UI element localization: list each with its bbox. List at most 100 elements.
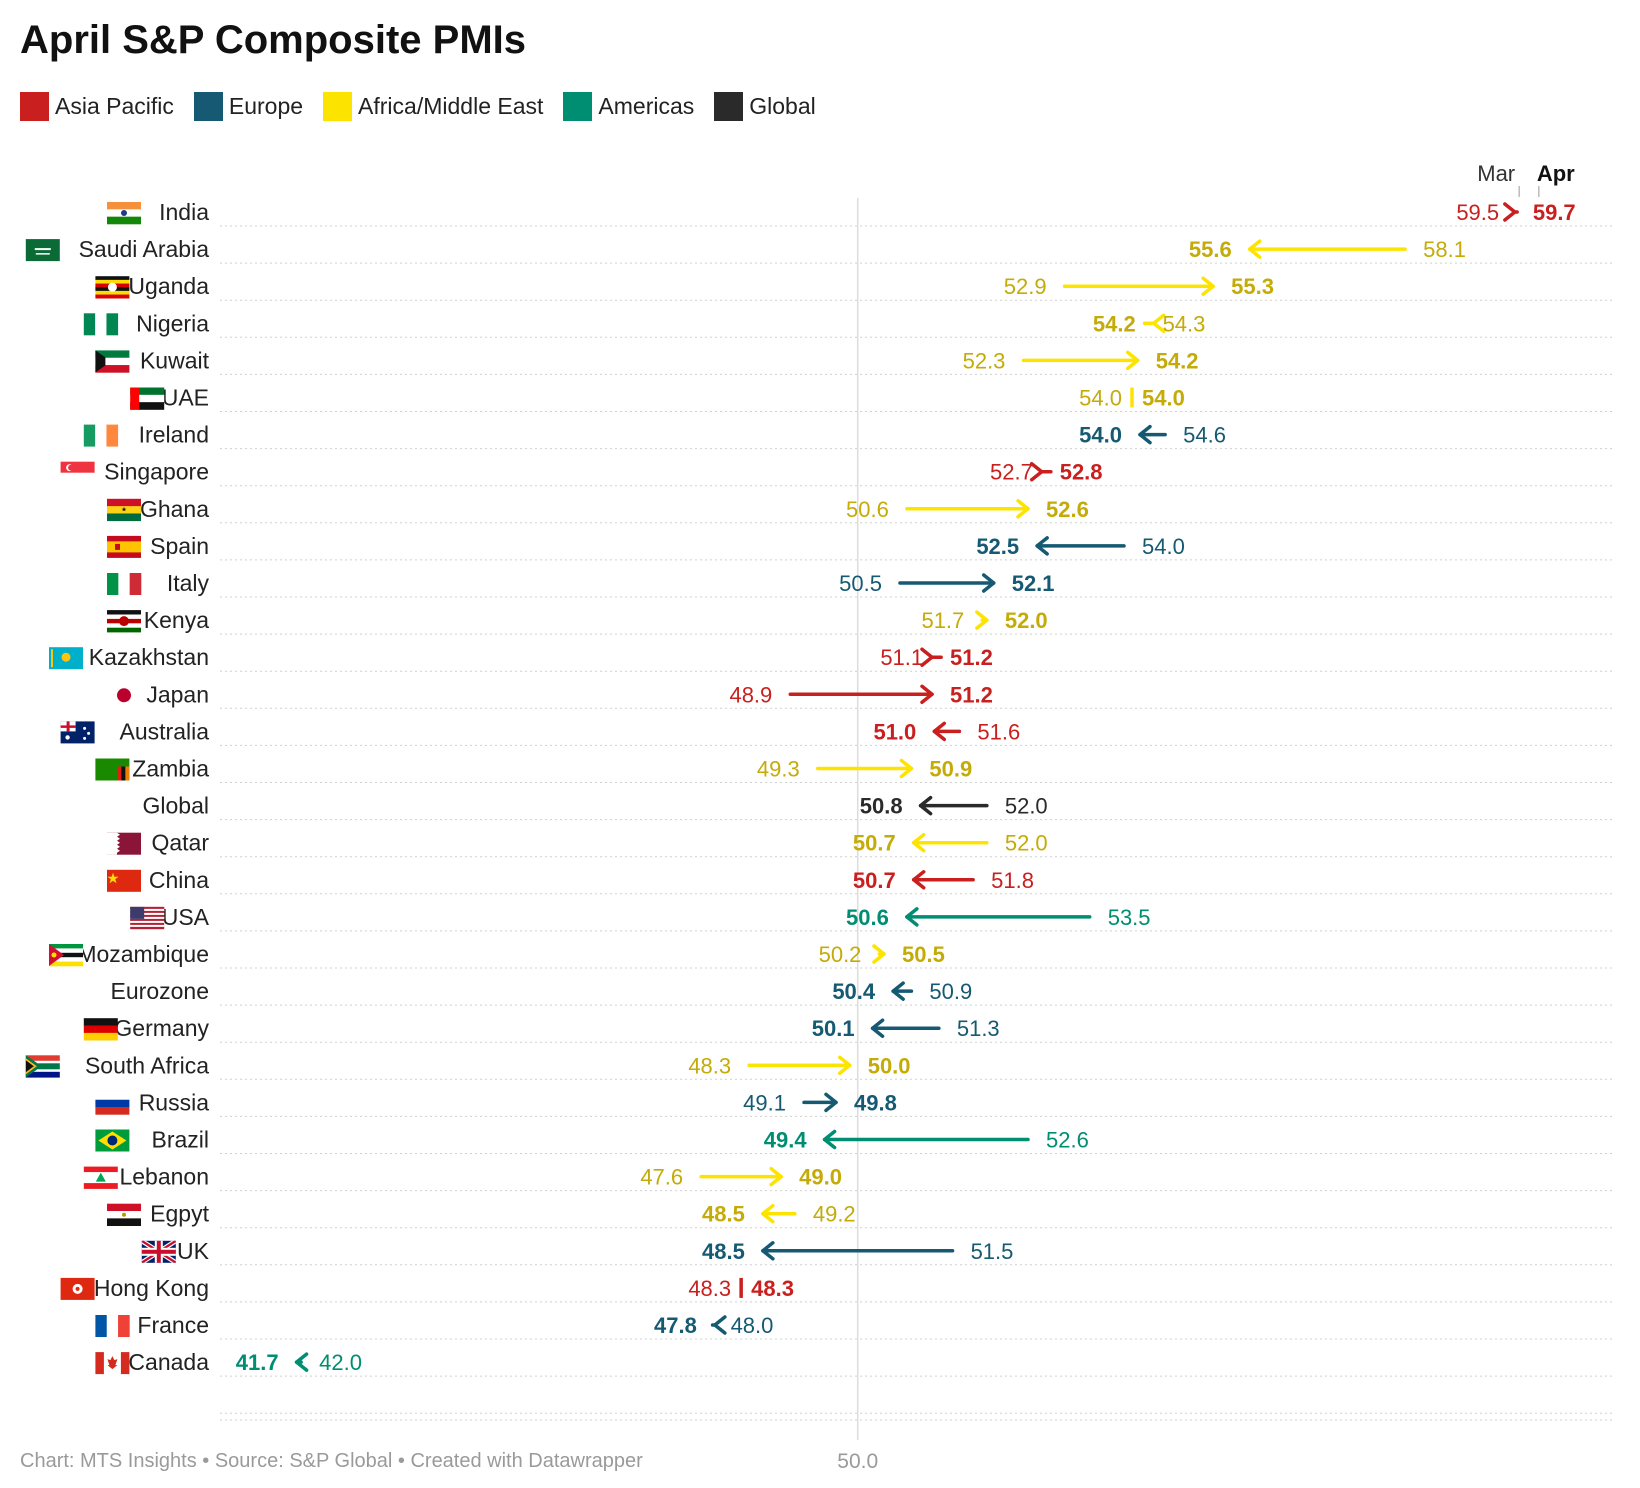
country-label: Saudi Arabia [79,236,210,262]
change-arrow-head [975,610,989,630]
mar-value-label: 53.5 [1108,905,1151,930]
country-label: South Africa [85,1052,209,1078]
change-arrow-head [1035,536,1049,556]
kazakhstan-flag [49,647,83,670]
header-to-label: Apr [1537,161,1575,186]
egypt-flag [107,1203,141,1226]
change-arrow-head [918,795,933,816]
country-label: Eurozone [111,978,209,1004]
country-label: Canada [128,1349,209,1375]
chart-title: April S&P Composite PMIs [20,18,527,62]
change-arrow-head [1016,499,1030,519]
mozambique-flag [49,944,83,967]
legend-item: Africa/Middle East [323,92,543,121]
mar-value-label: 51.5 [971,1239,1014,1264]
mar-value-label: 49.1 [743,1090,786,1115]
apr-value-label: 50.8 [860,794,903,819]
country-label: France [137,1312,209,1338]
change-arrow-head [1247,239,1262,259]
mar-value-label: 51.3 [957,1016,1000,1041]
zambia-flag [95,758,130,781]
change-arrow-head [1138,424,1152,445]
legend-label: Global [749,93,816,119]
apr-value-label: 51.2 [950,682,993,707]
france-flag [95,1315,130,1337]
mar-value-label: 50.6 [846,497,889,522]
apr-value-label: 49.8 [854,1090,897,1115]
change-arrow-head [899,758,914,779]
mar-value-label: 48.3 [688,1276,731,1301]
russia-flag [95,1092,130,1115]
change-arrow-head [920,647,934,667]
apr-value-label: 54.2 [1093,311,1136,336]
change-arrow-head [981,573,996,593]
legend-label: Africa/Middle East [358,93,544,119]
nigeria-flag [83,313,119,336]
mar-value-label: 52.3 [963,348,1006,373]
usa-flag [130,906,165,930]
mar-value-label: 59.5 [1456,200,1499,225]
kenya-flag [107,610,141,633]
canada-flag [95,1352,130,1375]
country-label: Uganda [128,273,209,299]
country-label: Kenya [144,607,209,633]
change-arrow-head [761,1203,775,1224]
mar-value-label: 54.3 [1163,311,1206,336]
country-label: Singapore [104,459,209,485]
change-arrow-head [769,1166,783,1187]
apr-value-label: 52.0 [1005,608,1048,633]
change-arrow-head [1503,202,1517,222]
legend-label: Asia Pacific [55,93,174,119]
apr-value-label: 51.0 [873,719,916,744]
country-label: Spain [150,533,209,559]
country-label: Nigeria [136,310,209,336]
apr-value-label: 50.7 [853,868,896,893]
country-label: Global [143,793,209,819]
apr-value-label: 48.5 [702,1239,745,1264]
apr-value-label: 52.1 [1012,571,1055,596]
country-label: Egpyt [150,1201,209,1227]
change-arrow-head [870,1018,885,1038]
brazil-flag [95,1129,130,1152]
mar-value-label: 51.7 [921,608,964,633]
mar-value-label: 51.1 [880,645,923,670]
legend-item: Europe [193,92,303,121]
legend-swatch [563,92,593,121]
change-arrow-head [713,1315,727,1335]
legend-swatch [714,92,744,121]
italy-flag [107,573,142,595]
legend-swatch [193,92,223,121]
kuwait-flag [95,350,130,373]
apr-value-label: 55.6 [1189,237,1232,262]
apr-value-label: 52.8 [1060,460,1103,485]
ireland-flag [83,424,119,447]
mar-value-label: 48.3 [688,1053,731,1078]
change-arrow-head [891,981,905,1001]
legend-label: Americas [598,93,695,119]
change-arrow-head [911,832,926,853]
country-label: Kazakhstan [89,644,209,670]
mar-value-label: 54.0 [1142,534,1185,559]
legend-swatch [323,92,353,121]
apr-value-label: 59.7 [1533,200,1576,225]
country-label: UK [177,1238,210,1264]
qatar-flag [107,832,141,855]
mar-value-label: 52.0 [1005,794,1048,819]
legend-item: Americas [563,92,694,121]
change-arrow-head [872,944,886,964]
change-arrow-head [761,1241,775,1261]
germany-flag [83,1018,118,1041]
apr-value-label: 52.6 [1046,497,1089,522]
mar-value-label: 52.7 [990,460,1033,485]
japan-flag [107,684,141,707]
mar-value-label: 58.1 [1423,237,1466,262]
apr-value-label: 50.4 [832,979,876,1004]
mar-value-label: 52.9 [1004,274,1047,299]
country-label: Hong Kong [94,1275,209,1301]
uae-flag [130,387,165,410]
mar-value-label: 54.0 [1079,386,1122,411]
change-arrow-head [824,1092,838,1113]
country-label: India [159,199,209,225]
uganda-flag [95,276,130,299]
